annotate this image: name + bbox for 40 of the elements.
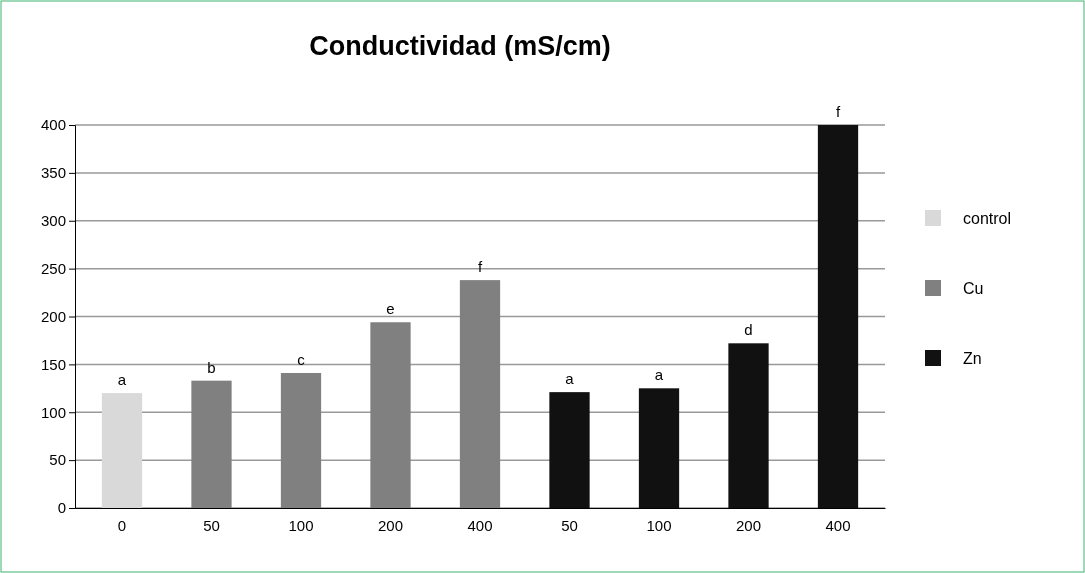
data-label: f	[835, 103, 841, 120]
x-tick-label: 50	[561, 516, 578, 534]
y-tick-label: 400	[40, 116, 66, 134]
y-tick-label: 100	[40, 403, 66, 421]
y-tick-label: 350	[40, 164, 66, 182]
data-label: b	[207, 358, 216, 376]
x-tick-label: 200	[735, 516, 762, 534]
data-label: c	[297, 350, 306, 368]
chart-title: Conductividad (mS/cm)	[309, 31, 611, 61]
y-tick-label: 150	[40, 355, 66, 373]
bar	[370, 322, 411, 508]
x-tick-label: 0	[117, 516, 127, 534]
bar	[280, 372, 322, 508]
bar	[459, 280, 501, 508]
bar	[728, 343, 769, 508]
x-tick-label: 400	[825, 516, 851, 534]
x-tick-label: 100	[288, 516, 314, 534]
bar	[101, 393, 143, 508]
data-label: a	[117, 371, 127, 389]
data-label: e	[386, 300, 395, 318]
bar	[191, 380, 232, 508]
bar	[817, 125, 859, 508]
legend-label: Zn	[963, 350, 982, 367]
bar	[638, 388, 680, 508]
data-label: a	[565, 370, 575, 388]
data-label: f	[477, 258, 483, 276]
x-tick-label: 100	[646, 516, 672, 534]
legend-label: control	[963, 210, 1012, 227]
y-tick-label: 0	[57, 499, 66, 517]
y-tick-label: 50	[49, 451, 66, 469]
x-tick-label: 400	[467, 516, 493, 534]
data-label: a	[654, 366, 664, 384]
legend-label: Cu	[963, 280, 984, 297]
bar	[549, 392, 590, 508]
data-label: d	[744, 321, 753, 339]
x-tick-label: 200	[377, 516, 404, 534]
y-tick-label: 300	[40, 212, 66, 230]
x-tick-label: 50	[203, 516, 220, 534]
y-tick-label: 200	[40, 307, 66, 325]
y-tick-label: 250	[40, 259, 66, 277]
